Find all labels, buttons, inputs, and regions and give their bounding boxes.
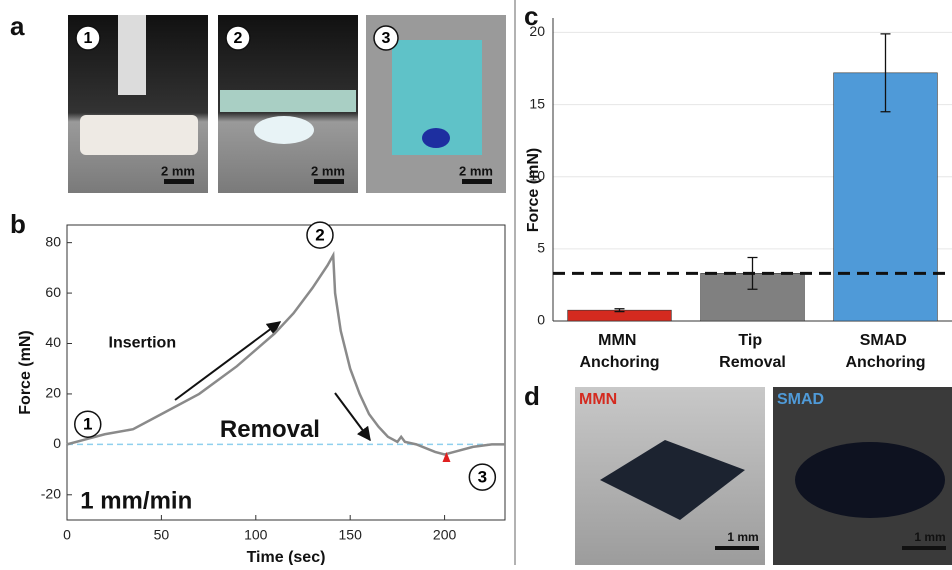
x-tick-label: Tip Removal (719, 332, 786, 371)
photo-number: 2 (234, 30, 243, 47)
annotation: 1 mm/min (80, 488, 192, 515)
y-tick-label: 20 (45, 385, 61, 401)
y-tick-label: 0 (537, 312, 545, 328)
arrow (175, 322, 280, 400)
x-tick-label: 200 (433, 527, 457, 543)
scale-label: 2 mm (161, 163, 195, 178)
photo-detail (254, 116, 314, 144)
photo-detail (80, 115, 198, 155)
scale-label: 2 mm (459, 163, 493, 178)
arrow (335, 393, 370, 440)
annotation: 2 (315, 226, 324, 245)
y-tick-label: 60 (45, 284, 61, 300)
photo-number: 3 (382, 30, 391, 47)
x-tick-label: 0 (63, 527, 71, 543)
scale-label: 1 mm (727, 530, 758, 544)
scale-bar (462, 179, 492, 184)
panel-label: b (10, 209, 26, 239)
scale-bar (314, 179, 344, 184)
page: {"panels": { "a": {"label": "a", "photos… (0, 0, 952, 565)
y-tick-label: 40 (45, 334, 61, 350)
y-tick-label: 0 (53, 435, 61, 451)
y-axis-label: Force (mN) (17, 330, 34, 414)
x-tick-label: 50 (154, 527, 170, 543)
x-axis-label: Time (sec) (247, 549, 326, 565)
photo-number: 1 (84, 30, 93, 47)
y-tick-label: 5 (537, 240, 545, 256)
y-tick-label: -20 (41, 485, 61, 501)
figure: a b c d 12 mm22 mm32 mmMMN1 mmSMAD1 mm-2… (0, 0, 952, 565)
y-axis-label: Force (mN) (525, 148, 542, 232)
photo-detail (220, 90, 356, 112)
y-tick-label: 20 (529, 23, 545, 39)
scale-bar (164, 179, 194, 184)
scale-label: 1 mm (914, 530, 945, 544)
y-tick-label: 80 (45, 233, 61, 249)
photo-title: MMN (579, 391, 617, 408)
photo-detail (795, 442, 945, 518)
scale-bar (715, 546, 759, 550)
annotation: Removal (220, 416, 320, 443)
annotation: Insertion (109, 335, 177, 352)
plot-frame (67, 225, 505, 520)
annotation: 3 (478, 468, 487, 487)
photo-title: SMAD (777, 391, 824, 408)
x-tick-label: 150 (339, 527, 363, 543)
photo-detail (422, 128, 450, 148)
panel-label: a (10, 11, 25, 41)
annotation: 1 (83, 415, 92, 434)
scale-bar (902, 546, 946, 550)
x-tick-label: SMAD Anchoring (846, 332, 926, 371)
photo-detail (118, 15, 146, 95)
x-tick-label: MMN Anchoring (580, 332, 660, 371)
y-tick-label: 15 (529, 95, 545, 111)
scale-label: 2 mm (311, 163, 345, 178)
x-tick-label: 100 (244, 527, 268, 543)
panel-label: d (524, 381, 540, 411)
